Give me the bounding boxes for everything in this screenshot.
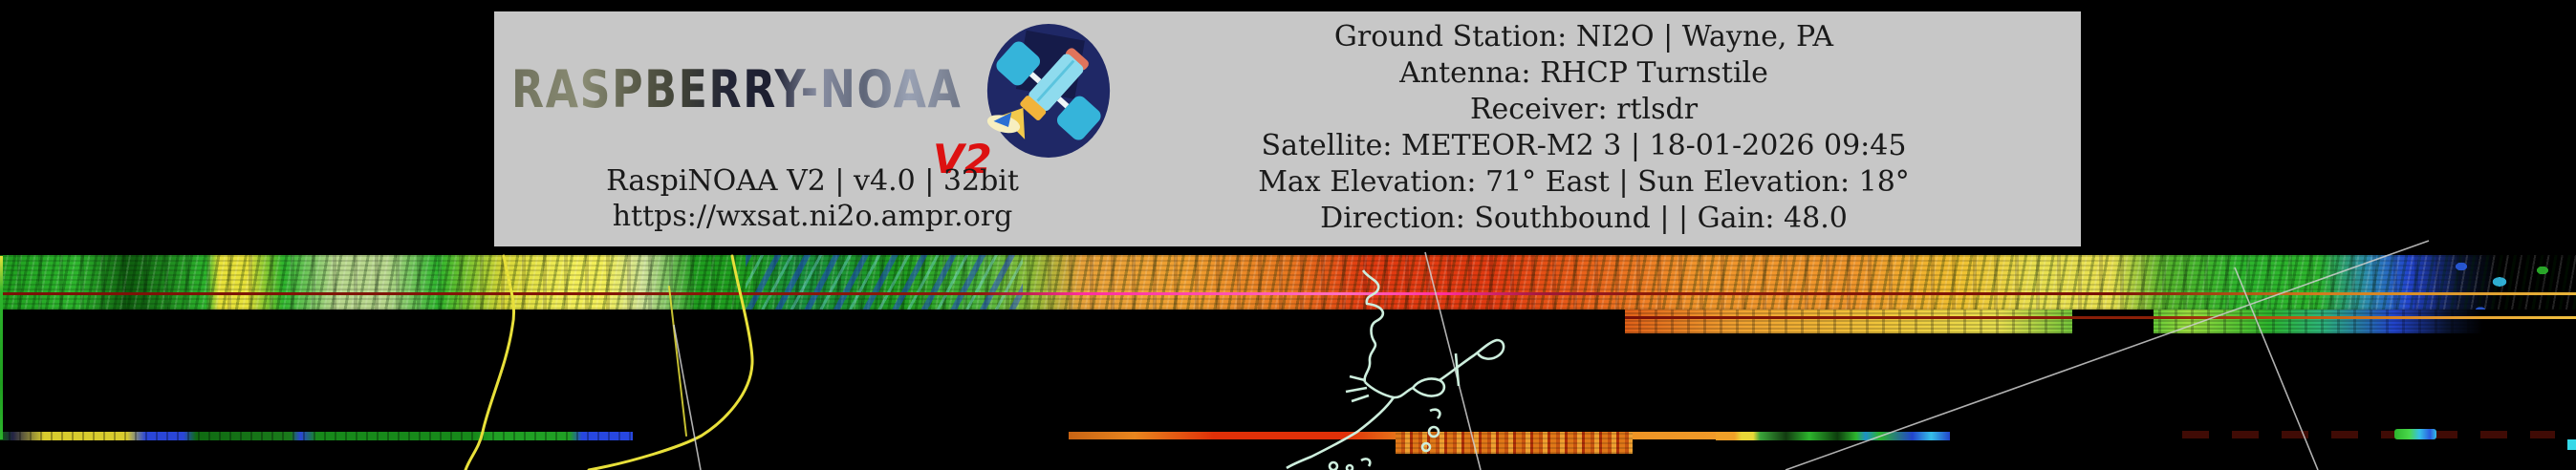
noise-strip-faint-dashes [2182,431,2555,438]
noise-strip-orange-block [1396,432,1633,454]
satellite-badge-icon [986,24,1111,158]
noise-band-blue-waves [746,255,1023,310]
brand-logo-text: RASPBERRY-NOAA [511,59,963,119]
graticule-lines [673,240,2430,470]
banner-right-column: Ground Station: NI2O | Wayne, PA Antenna… [1106,19,2062,241]
direction-gain-line: Direction: Southbound | | Gain: 48.0 [1320,202,1848,235]
satellite-pass-line: Satellite: METEOR-M2 3 | 18-01-2026 09:4… [1261,129,1907,162]
noise-band-main [0,255,2576,310]
country-border-lines [464,254,754,470]
left-edge-green-line [0,256,3,439]
app-version-line: RaspiNOAA V2 | v4.0 | 32bit [606,164,1019,198]
receiver-line: Receiver: rtlsdr [1469,93,1699,126]
elevation-line: Max Elevation: 71° East | Sun Elevation:… [1258,165,1910,199]
coastline-overlay [1286,269,1505,470]
noise-strip-green-blob [2394,429,2436,439]
antenna-line: Antenna: RHCP Turnstile [1399,56,1768,90]
header-banner: RASPBERRY-NOAA V2 [494,11,2081,246]
banner-left-column: RASPBERRY-NOAA V2 [502,11,1123,246]
scanline-red-magenta [0,292,2576,295]
noise-strip-lower-right [1716,432,1950,440]
noise-band-black-notch [2072,310,2154,333]
noise-cyan-dot [2567,439,2576,450]
ground-station-line: Ground Station: NI2O | Wayne, PA [1333,20,1834,53]
station-url-line: https://wxsat.ni2o.ampr.org [612,200,1013,233]
noise-strip-lower-left [0,432,633,440]
noise-band-sub-right [1625,310,2519,333]
scanline-red-lower [1625,316,2576,319]
version-badge: V2 [933,136,992,182]
